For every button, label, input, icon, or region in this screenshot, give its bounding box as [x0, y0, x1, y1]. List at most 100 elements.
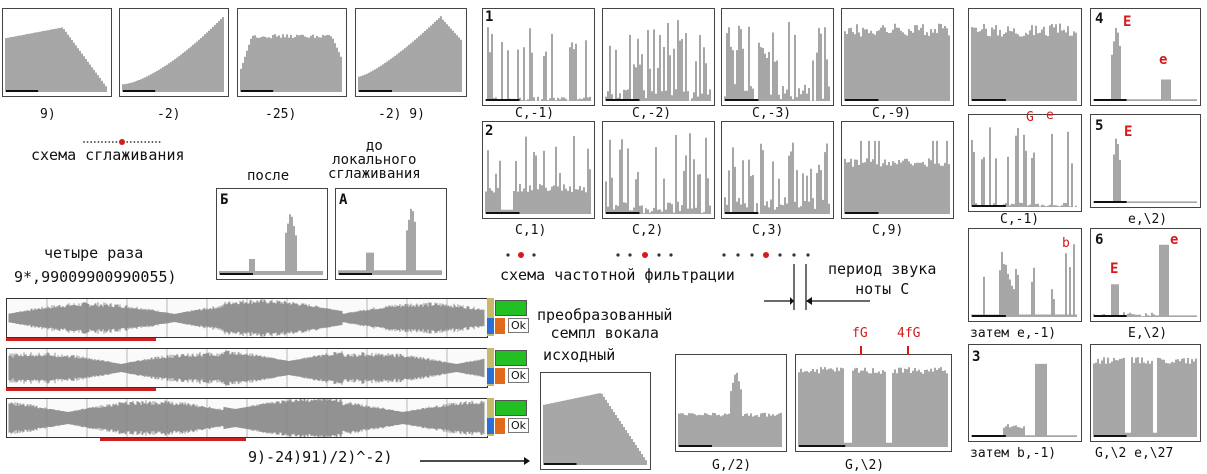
waveform-1-controls[interactable]: Ok: [487, 298, 530, 336]
level-green: [495, 350, 527, 366]
histogram-r2-1: [482, 121, 595, 219]
histogram-c4-2: [1090, 228, 1201, 322]
histogram-c3-3: [968, 344, 1082, 442]
period-label: период звука ноты C: [828, 260, 937, 298]
caption-c3-1: C,-1): [1000, 212, 1040, 227]
ok-button[interactable]: Ok: [508, 368, 530, 383]
caption-r2-2: C,2): [632, 223, 664, 238]
e-upper-marker-1: E: [1123, 14, 1132, 30]
histogram-r2-3: [721, 121, 834, 219]
e-upper-marker-3: E: [1110, 261, 1119, 277]
histogram-g-half: [675, 354, 787, 452]
caption-c3-3: затем b,-1): [970, 446, 1057, 461]
fg4-marker: 4fG: [897, 326, 921, 341]
histogram-tl-3: [237, 8, 347, 97]
caption-r2-1: C,1): [515, 223, 547, 238]
caption-r1-1: C,-1): [515, 106, 555, 121]
caption-c4-2: E,\2): [1128, 326, 1168, 341]
caption-tl-4: -2) 9): [378, 107, 425, 122]
smoothing-scheme-dots: [82, 131, 162, 145]
histogram-c4-3: [1090, 344, 1201, 442]
histogram-r2-2: [602, 121, 715, 219]
level-green: [495, 400, 527, 416]
col4-number-5: 5: [1095, 118, 1104, 134]
row1-number: 1: [485, 9, 494, 25]
waveform-2: [6, 348, 488, 388]
caption-tl-1: 9): [40, 107, 56, 122]
after-label: после: [247, 168, 290, 184]
smoothing-scheme-label: схема сглаживания: [31, 146, 185, 164]
histogram-box-b: [216, 188, 328, 280]
b-marker: b: [1062, 236, 1070, 251]
waveform-1: [6, 298, 488, 338]
histogram-c3-2: [968, 228, 1082, 322]
histogram-box-a: [335, 188, 447, 280]
selection-line-2: [6, 388, 156, 391]
e-lower-marker-3: e: [1170, 232, 1179, 248]
level-blue: [487, 418, 494, 434]
level-yellow: [487, 398, 494, 436]
fg-ticks: [855, 341, 915, 355]
col4-number-6: 6: [1095, 232, 1104, 248]
col3-number: 3: [972, 349, 981, 365]
selection-line-1: [6, 338, 156, 341]
histogram-c4-1: [1090, 114, 1201, 208]
level-yellow: [487, 298, 494, 336]
waveform-3: [6, 398, 488, 438]
caption-r1-3: C,-3): [752, 106, 792, 121]
histogram-r1-2: [602, 8, 715, 106]
histogram-g-backslash: [795, 354, 952, 452]
caption-tl-3: -25): [265, 107, 297, 122]
col4-number-4: 4: [1095, 11, 1104, 27]
level-green: [495, 300, 527, 316]
waveform-3-controls[interactable]: Ok: [487, 398, 530, 436]
histogram-r2-4: [841, 121, 954, 219]
ok-button[interactable]: Ok: [508, 418, 530, 433]
level-orange: [495, 368, 505, 384]
caption-c4-1: e,\2): [1128, 212, 1168, 227]
selection-line-3: [100, 438, 246, 441]
g-marker: G: [1026, 110, 1034, 125]
waveform-2-controls[interactable]: Ok: [487, 348, 530, 386]
level-blue: [487, 368, 494, 384]
level-yellow: [487, 348, 494, 386]
e-lower-marker-1: e: [1159, 52, 1168, 68]
histogram-r1-1: [482, 8, 595, 106]
box-b-label: Б: [220, 192, 229, 208]
histogram-c3-1: [968, 114, 1082, 212]
caption-g-half: G,/2): [712, 458, 752, 473]
level-blue: [487, 318, 494, 334]
transformed-label: преобразованный семпл вокала: [537, 306, 673, 342]
histogram-r1-3: [721, 8, 834, 106]
caption-r1-2: C,-2): [632, 106, 672, 121]
formula-arrow: [420, 452, 530, 465]
caption-r2-3: C,3): [752, 223, 784, 238]
level-orange: [495, 418, 505, 434]
caption-r1-4: C,-9): [872, 106, 912, 121]
row2-number: 2: [485, 123, 494, 139]
period-marker: [762, 258, 872, 314]
freq-scheme-dots: [500, 245, 820, 258]
formula-label: 9)-24)91)/2)^-2): [248, 448, 393, 466]
histogram-source: [540, 372, 651, 470]
ok-button[interactable]: Ok: [508, 318, 530, 333]
box-a-label: А: [339, 192, 348, 208]
fg-marker: fG: [852, 326, 868, 341]
histogram-tl-4: [355, 8, 467, 97]
number-line: 9*,99009900990055): [14, 268, 177, 286]
level-orange: [495, 318, 505, 334]
caption-tl-2: -2): [157, 107, 181, 122]
freq-scheme-label: схема частотной фильтрации: [500, 266, 735, 284]
histogram-c4-0: [1090, 8, 1201, 106]
caption-g-backslash: G,\2): [845, 458, 885, 473]
caption-c4-3: G,\2 e,\27: [1095, 446, 1174, 461]
histogram-tl-1: [2, 8, 112, 97]
four-times-label: четыре раза: [44, 244, 144, 262]
histogram-r1-4: [841, 8, 954, 106]
caption-c3-2: затем e,-1): [970, 326, 1057, 341]
e-marker: e: [1046, 108, 1054, 123]
source-label: исходный: [543, 346, 616, 364]
caption-r2-4: C,9): [872, 223, 904, 238]
histogram-tl-2: [119, 8, 229, 97]
e-upper-marker-2: E: [1124, 124, 1133, 140]
